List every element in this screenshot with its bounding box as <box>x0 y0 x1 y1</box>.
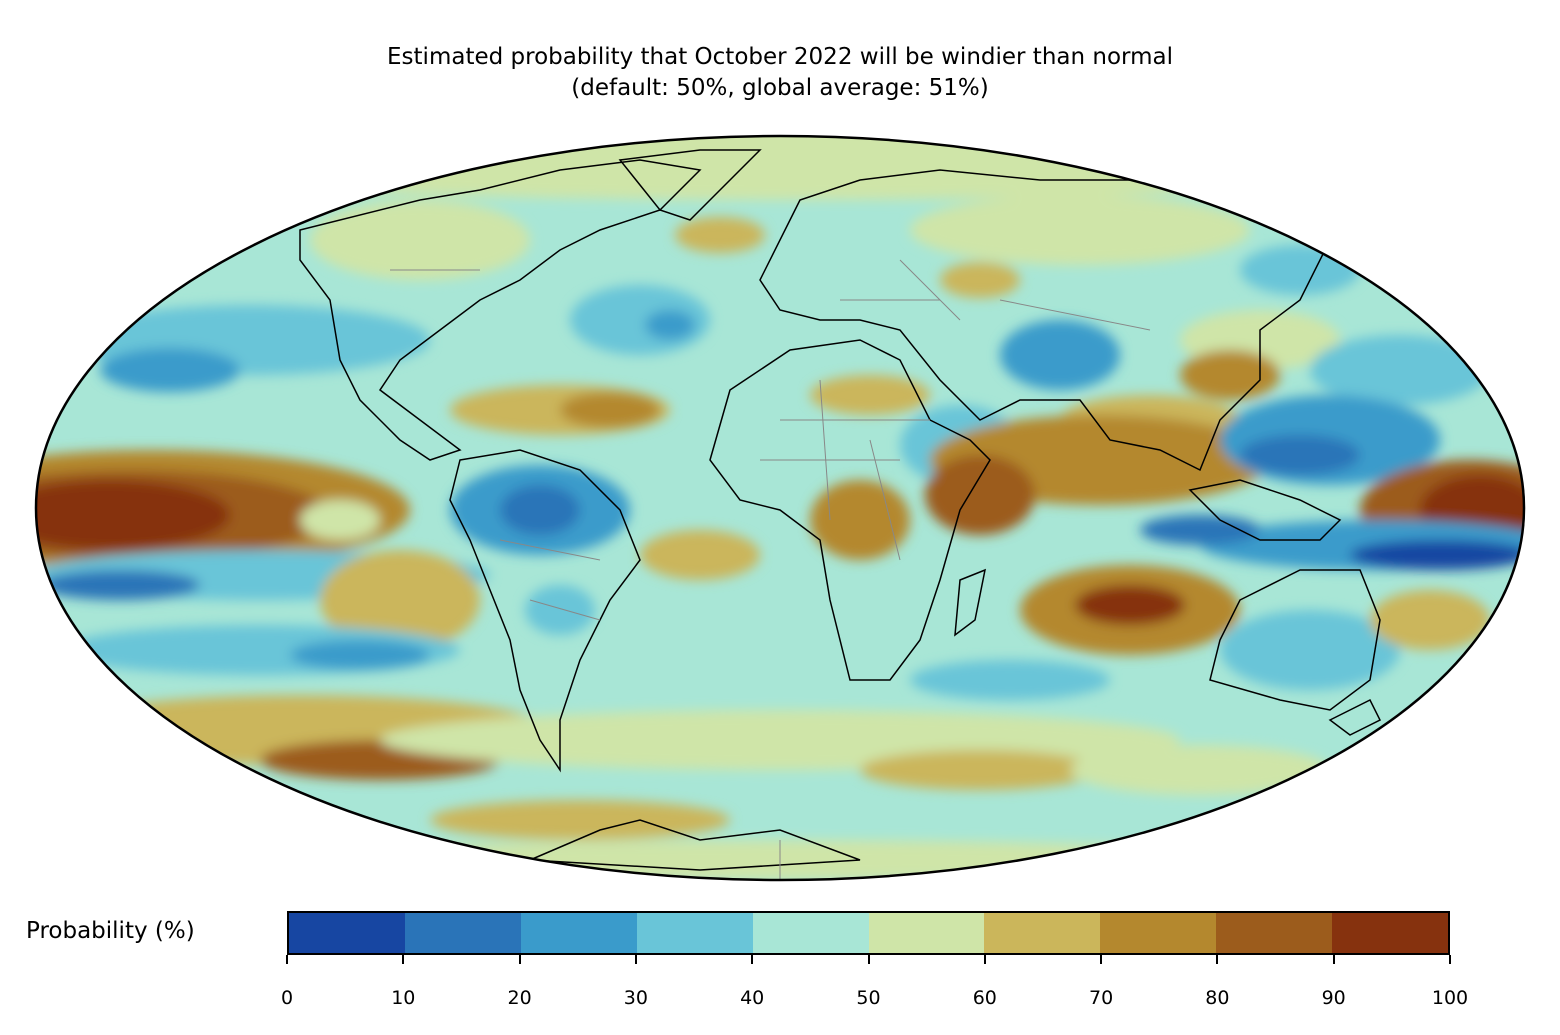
coastlines <box>299 149 1382 871</box>
tick-label: 80 <box>1205 987 1230 1009</box>
tick-mark <box>983 955 986 964</box>
tick-label: 30 <box>623 987 648 1009</box>
probability-field <box>36 136 1524 880</box>
colorbar-segment <box>636 913 753 953</box>
colorbar-label: Probability (%) <box>26 918 195 944</box>
tick-mark <box>867 955 870 964</box>
tick-mark <box>518 955 521 964</box>
tick-label: 20 <box>507 987 532 1009</box>
tick-label: 70 <box>1089 987 1114 1009</box>
tick-mark <box>402 955 405 964</box>
colorbar-segment <box>868 913 985 953</box>
tick-label: 10 <box>391 987 416 1009</box>
colorbar-ticks: 0 10 20 30 40 50 60 70 80 90 100 <box>281 955 1468 1015</box>
colorbar-segment <box>1216 913 1333 953</box>
tick-label: 100 <box>1431 987 1469 1009</box>
title-line-1: Estimated probability that October 2022 … <box>387 44 1173 70</box>
tick-label: 40 <box>740 987 765 1009</box>
tick-label: 90 <box>1321 987 1346 1009</box>
colorbar-segment <box>984 913 1101 953</box>
map-title: Estimated probability that October 2022 … <box>0 42 1560 104</box>
tick-mark <box>1449 955 1451 964</box>
tick-label: 60 <box>972 987 997 1009</box>
colorbar-segment <box>289 913 405 953</box>
colorbar-segment <box>752 913 869 953</box>
tick-label: 0 <box>280 987 294 1009</box>
tick-mark <box>634 955 637 964</box>
colorbar <box>287 911 1450 955</box>
globe-outline <box>34 134 1526 882</box>
tick-mark <box>286 955 288 964</box>
colorbar-segment <box>520 913 637 953</box>
tick-mark <box>1100 955 1103 964</box>
title-line-2: (default: 50%, global average: 51%) <box>571 75 989 101</box>
tick-mark <box>1216 955 1219 964</box>
country-borders <box>390 259 1151 880</box>
colorbar-segment <box>1332 913 1449 953</box>
colorbar-segment <box>1100 913 1217 953</box>
colorbar-segment <box>404 913 521 953</box>
tick-mark <box>1332 955 1335 964</box>
tick-label: 50 <box>856 987 881 1009</box>
tick-mark <box>751 955 754 964</box>
